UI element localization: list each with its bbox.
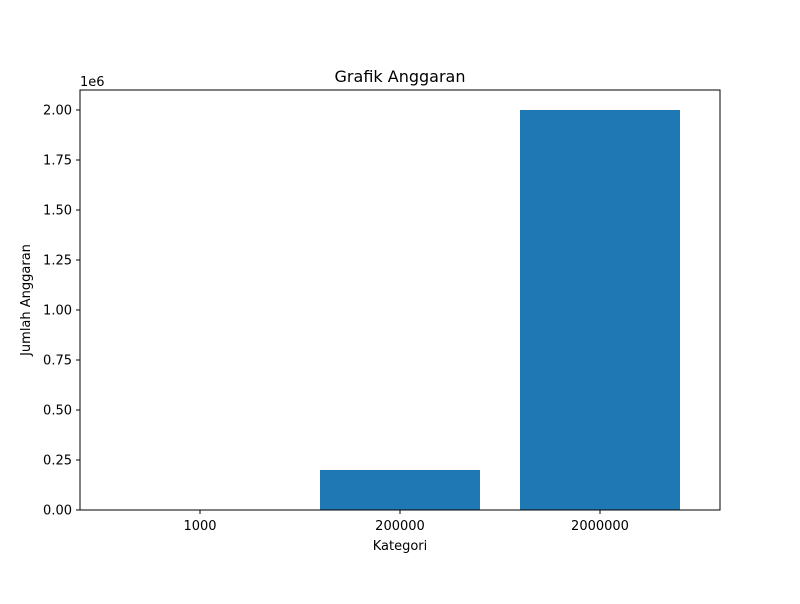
bars-layer — [120, 110, 680, 510]
y-axis-label: Jumlah Anggaran — [19, 244, 34, 357]
y-tick-label: 0.25 — [43, 454, 72, 469]
x-tick-label: 200000 — [375, 519, 425, 534]
x-tick-label: 1000 — [183, 519, 216, 534]
x-ticks-layer: 1000 200000 2000000 — [183, 510, 629, 534]
x-axis-label: Kategori — [373, 539, 428, 554]
bar-200000 — [320, 470, 480, 510]
y-tick-label: 1.50 — [43, 204, 72, 219]
y-tick-label: 1.00 — [43, 304, 72, 319]
y-tick-label: 2.00 — [43, 104, 72, 119]
y-tick-label: 0.75 — [43, 354, 72, 369]
y-axis-offset-label: 1e6 — [80, 75, 105, 90]
y-tick-label: 1.25 — [43, 254, 72, 269]
y-tick-label: 1.75 — [43, 154, 72, 169]
chart-title: Grafik Anggaran — [335, 67, 466, 86]
x-tick-label: 2000000 — [571, 519, 629, 534]
y-tick-label: 0.00 — [43, 504, 72, 519]
y-ticks-layer: 0.00 0.25 0.50 0.75 1.00 1.25 1.50 1.75 2.00 — [43, 104, 80, 519]
bar-2000000 — [520, 110, 680, 510]
y-tick-label: 0.50 — [43, 404, 72, 419]
